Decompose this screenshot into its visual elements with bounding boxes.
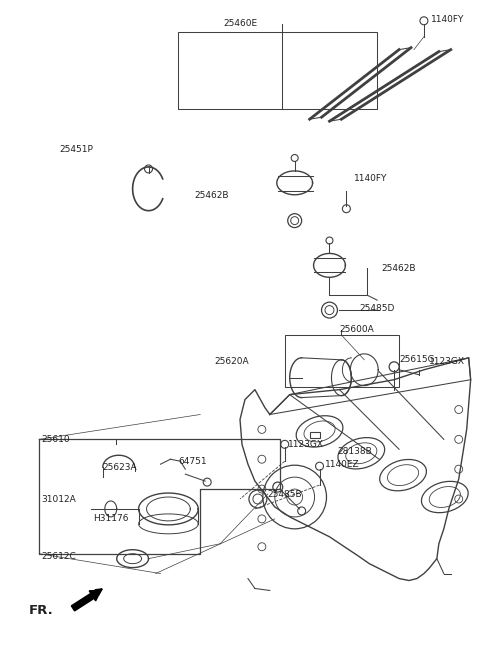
- Text: 25623A: 25623A: [103, 462, 137, 472]
- Bar: [310, 432, 320, 438]
- Text: 64751: 64751: [179, 457, 207, 466]
- FancyArrow shape: [72, 590, 101, 611]
- Bar: [285, 335, 399, 386]
- Text: 25612C: 25612C: [41, 552, 76, 561]
- Text: 1123GX: 1123GX: [288, 440, 324, 449]
- Text: 31012A: 31012A: [41, 495, 76, 504]
- Text: 25460E: 25460E: [223, 19, 257, 28]
- Text: 1123GX: 1123GX: [429, 358, 465, 366]
- Text: 25462B: 25462B: [381, 264, 416, 273]
- Text: 28138B: 28138B: [337, 447, 372, 456]
- Text: 25615G: 25615G: [399, 356, 435, 364]
- Text: 25485D: 25485D: [360, 304, 395, 313]
- Text: 25462B: 25462B: [194, 192, 229, 200]
- Text: 25600A: 25600A: [339, 325, 374, 335]
- Text: 1140FY: 1140FY: [431, 15, 464, 24]
- Text: 1140EZ: 1140EZ: [324, 460, 359, 468]
- Text: FR.: FR.: [29, 604, 54, 617]
- Text: 25485B: 25485B: [268, 489, 302, 499]
- Text: 1140FY: 1140FY: [354, 174, 388, 184]
- Bar: [179, 31, 377, 110]
- Text: 25620A: 25620A: [214, 358, 249, 366]
- Text: H31176: H31176: [93, 514, 128, 523]
- Text: 25451P: 25451P: [59, 144, 93, 154]
- Text: 25610: 25610: [41, 435, 70, 444]
